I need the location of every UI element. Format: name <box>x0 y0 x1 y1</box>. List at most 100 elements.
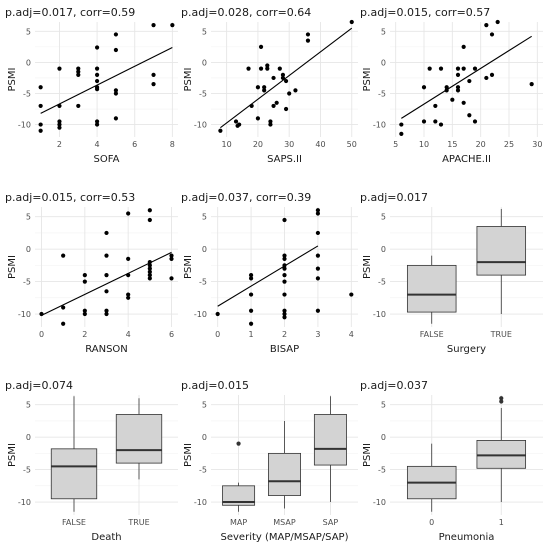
x-axis-label: BISAP <box>270 344 299 355</box>
box-body <box>115 414 163 464</box>
data-point <box>39 311 44 317</box>
panel-title: p.adj=0.015, corr=0.53 <box>5 191 135 204</box>
x-tick-label: 2 <box>82 330 87 339</box>
y-tick-label: -5 <box>23 89 31 98</box>
x-tick-label: FALSE <box>420 330 444 339</box>
data-point <box>293 88 298 93</box>
x-tick-label: 15 <box>447 140 457 149</box>
data-point <box>472 66 478 71</box>
box-body <box>268 452 301 496</box>
data-point <box>282 263 287 268</box>
data-point <box>315 266 321 271</box>
data-point <box>461 44 466 49</box>
panel-4: -10 -5 0 5 0 2 4 6 p.adj=0.015, corr=0.53 RANSON P… <box>5 191 178 355</box>
data-point <box>248 321 254 326</box>
data-point <box>349 19 354 25</box>
y-tick-label: -10 <box>373 498 386 507</box>
data-point <box>38 122 43 127</box>
data-point <box>268 122 273 127</box>
data-point <box>94 66 100 71</box>
x-tick-label: 20 <box>476 140 486 149</box>
data-point <box>151 82 156 87</box>
data-point <box>169 256 174 261</box>
y-tick-label: 5 <box>202 27 207 36</box>
y-tick-label: 0 <box>381 58 386 67</box>
data-point <box>265 66 270 71</box>
data-point <box>455 66 461 71</box>
x-axis-label: Severity (MAP/MSAP/SAP) <box>221 532 349 543</box>
x-axis-label: SOFA <box>94 154 120 165</box>
data-point <box>248 273 254 278</box>
data-point <box>280 72 286 77</box>
y-tick-label: 0 <box>381 433 386 442</box>
y-tick-label: 0 <box>381 245 386 254</box>
data-point <box>248 308 254 313</box>
data-point <box>349 292 354 297</box>
panel-title: p.adj=0.015, corr=0.57 <box>360 6 490 19</box>
x-tick-label: 0 <box>215 330 220 339</box>
y-tick-label: -10 <box>18 121 31 130</box>
data-point <box>484 23 489 28</box>
x-tick-label: 30 <box>284 140 294 149</box>
data-point <box>170 23 175 28</box>
data-point <box>262 88 267 93</box>
data-point <box>433 103 438 109</box>
data-point <box>450 97 455 102</box>
box-body <box>406 264 457 313</box>
regression-line <box>41 251 172 316</box>
panel-6: -10 -5 0 5 FALSE TRUE p.adj=0.017 Surgery PSMI <box>360 191 543 355</box>
data-point <box>38 103 43 109</box>
data-point <box>255 116 261 121</box>
data-point <box>484 75 489 81</box>
x-tick-label: 1 <box>499 518 504 527</box>
data-point <box>444 88 449 93</box>
panel-title: p.adj=0.017, corr=0.59 <box>5 6 135 19</box>
data-point <box>169 276 174 281</box>
data-point <box>76 66 81 71</box>
data-point <box>94 72 100 77</box>
y-tick-label: -5 <box>199 278 207 287</box>
data-point <box>283 106 289 112</box>
data-point <box>399 122 404 127</box>
data-point <box>282 253 287 258</box>
data-point <box>104 308 109 313</box>
x-tick-label: TRUE <box>127 518 149 527</box>
x-tick-label: 0 <box>39 330 44 339</box>
data-point <box>147 269 152 274</box>
x-axis-label: Pneumonia <box>439 532 495 543</box>
x-tick-label: SAP <box>323 518 339 527</box>
data-point <box>399 131 404 136</box>
y-tick-label: 0 <box>26 433 31 442</box>
y-tick-label: -10 <box>18 498 31 507</box>
regression-line <box>220 27 353 129</box>
data-point <box>61 305 66 310</box>
x-tick-label: 2 <box>57 140 62 149</box>
data-point <box>104 311 109 317</box>
y-tick-label: 0 <box>202 433 207 442</box>
data-point <box>126 256 131 261</box>
data-point <box>255 85 261 90</box>
y-tick-label: -10 <box>194 310 207 319</box>
data-point <box>265 63 270 68</box>
panel-8: -10 -5 0 5 MAP MSAP SAP p.adj=0.015 Severity (MA… <box>181 379 358 543</box>
box-body <box>222 485 256 506</box>
panel-3: -10 -5 0 5 5 10 15 20 25 30 p.adj=0.015, corr=0.57… <box>360 6 543 165</box>
data-point <box>258 66 264 71</box>
x-tick-label: 2 <box>282 330 287 339</box>
y-axis-label: PSMI <box>183 443 194 467</box>
panel-title: p.adj=0.074 <box>5 379 73 392</box>
data-point <box>315 208 321 213</box>
y-tick-label: 5 <box>26 27 31 36</box>
panel-2: -10 -5 0 5 10 20 30 40 50 p.adj=0.028, corr=0.64 S… <box>181 6 358 165</box>
y-axis-label: PSMI <box>7 443 18 467</box>
data-point <box>444 85 449 90</box>
panel-title: p.adj=0.037, corr=0.39 <box>181 191 311 204</box>
data-point <box>248 292 254 297</box>
x-tick-label: 4 <box>95 140 100 149</box>
y-tick-label: 0 <box>202 245 207 254</box>
data-point <box>282 256 287 261</box>
panel-1: -10 -5 0 5 2 4 6 8 p.adj=0.017, corr=0.59 SOFA PSM… <box>5 6 178 165</box>
data-point <box>126 295 131 300</box>
y-tick-label: 0 <box>26 245 31 254</box>
data-point <box>282 292 287 297</box>
